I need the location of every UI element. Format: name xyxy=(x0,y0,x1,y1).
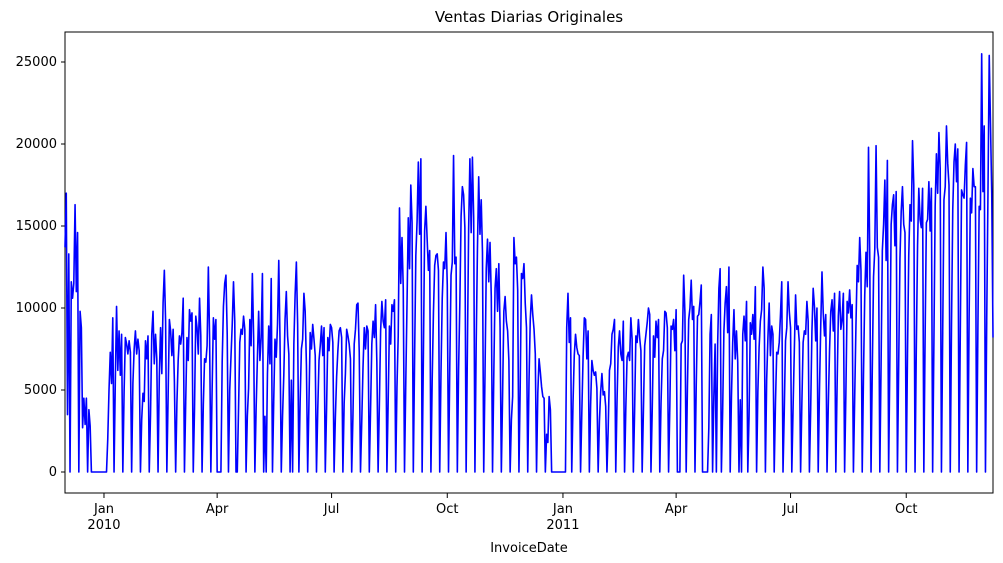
y-tick-label: 15000 xyxy=(16,219,57,234)
chart-title: Ventas Diarias Originales xyxy=(435,8,623,26)
y-tick-label: 25000 xyxy=(16,55,57,70)
y-tick-label: 0 xyxy=(49,465,57,480)
x-axis-label: InvoiceDate xyxy=(490,541,568,556)
x-tick-label: Jan 2010 xyxy=(87,502,120,533)
y-tick-label: 20000 xyxy=(16,137,57,152)
x-tick-label: Oct xyxy=(436,502,458,517)
x-tick-label: Apr xyxy=(206,502,229,517)
y-tick-label: 10000 xyxy=(16,301,57,316)
x-tick-label: Jan 2011 xyxy=(546,502,579,533)
x-tick-label: Jul xyxy=(323,502,340,517)
line xyxy=(64,53,994,473)
x-tick-label: Jul xyxy=(782,502,799,517)
x-tick-label: Oct xyxy=(895,502,917,517)
x-tick-label: Apr xyxy=(665,502,688,517)
y-tick-label: 5000 xyxy=(24,383,57,398)
